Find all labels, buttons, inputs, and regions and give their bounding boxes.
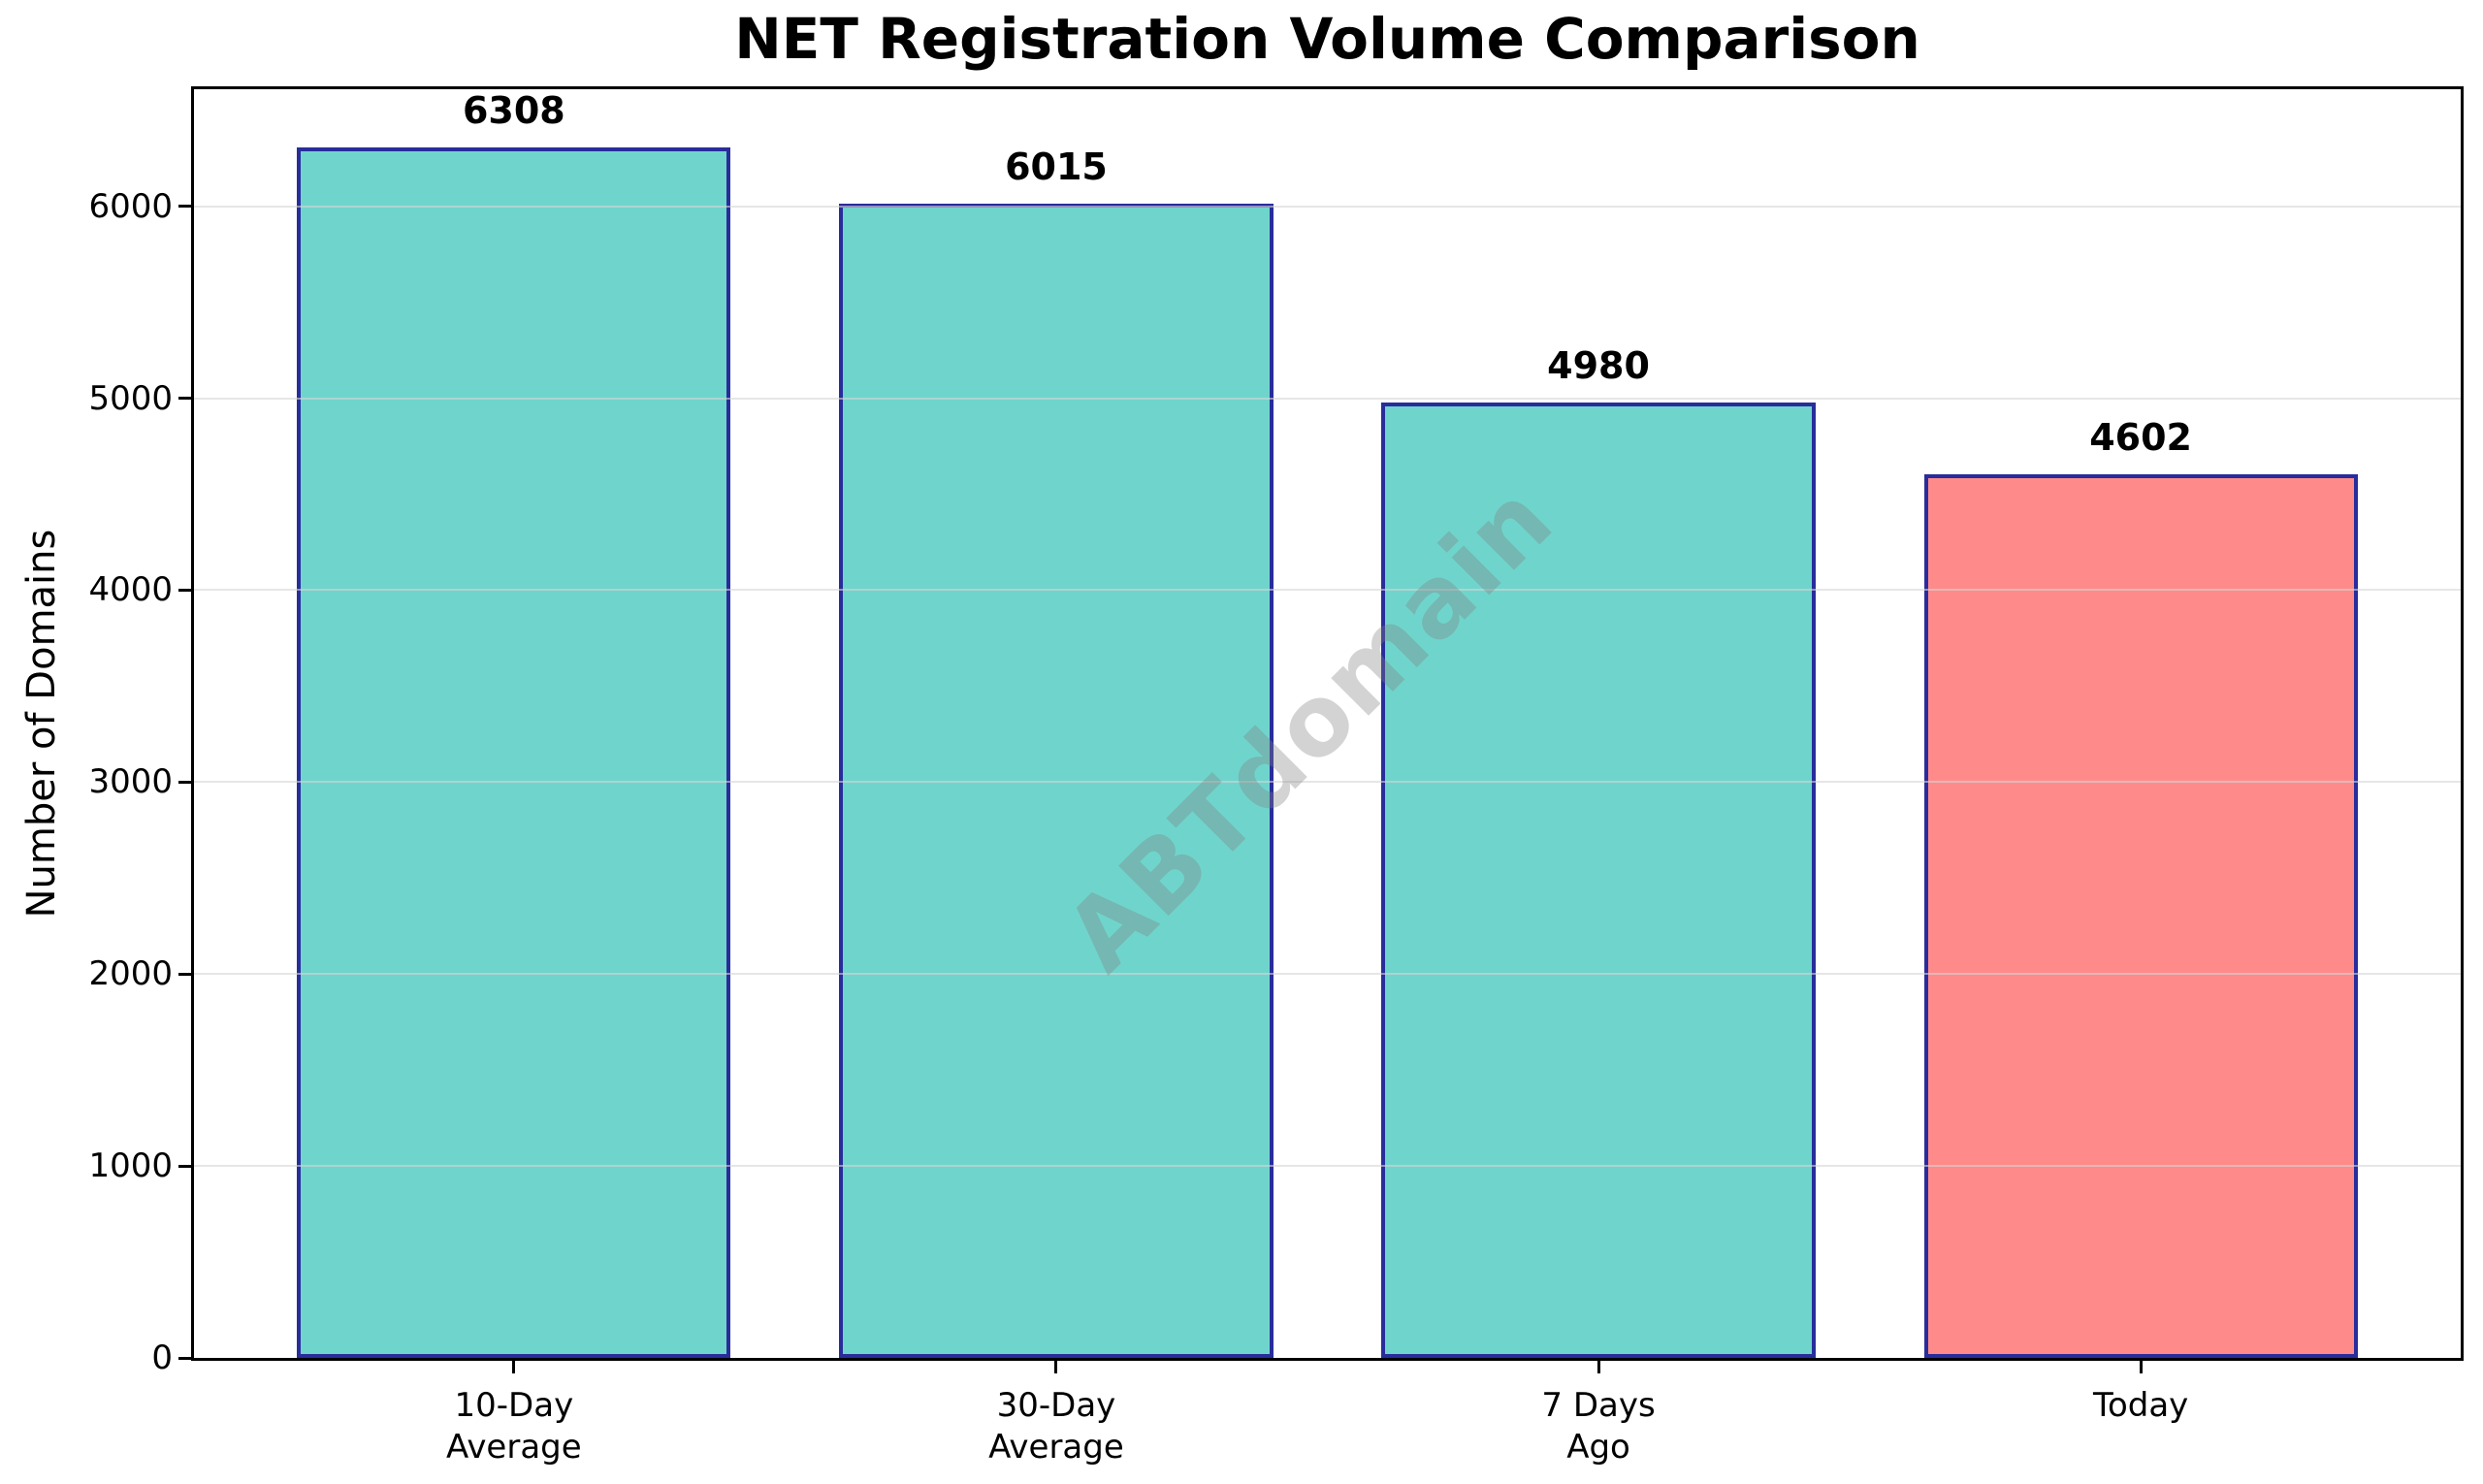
y-tick-label: 4000 xyxy=(88,570,173,610)
bar-10-day-average xyxy=(297,147,731,1358)
bar-value-label: 6308 xyxy=(462,89,565,132)
y-tick-mark xyxy=(178,588,191,592)
x-tick-mark xyxy=(2139,1361,2143,1373)
gridline-5000 xyxy=(194,397,2461,400)
y-tick-label: 5000 xyxy=(88,378,173,418)
x-tick-label: Today xyxy=(2092,1386,2189,1425)
y-tick-label: 1000 xyxy=(88,1146,173,1186)
gridline-6000 xyxy=(194,205,2461,208)
plot-area: ABTdomain 6308 6015 4980 4602 xyxy=(191,86,2464,1361)
y-tick-mark xyxy=(178,397,191,401)
bar-today xyxy=(1923,474,2358,1358)
x-tick-label: 30-Day Average xyxy=(988,1386,1124,1467)
gridline-3000 xyxy=(194,781,2461,784)
y-tick-label: 6000 xyxy=(88,186,173,226)
y-tick-mark xyxy=(178,205,191,209)
y-tick-mark xyxy=(178,972,191,976)
y-tick-label: 3000 xyxy=(88,762,173,802)
gridline-1000 xyxy=(194,1165,2461,1168)
y-tick-label: 2000 xyxy=(88,954,173,994)
x-tick-label: 7 Days Ago xyxy=(1541,1386,1656,1467)
y-tick-mark xyxy=(178,1356,191,1360)
x-tick-mark xyxy=(1596,1361,1600,1373)
bar-value-label: 4602 xyxy=(2089,416,2192,459)
chart-title: NET Registration Volume Comparison xyxy=(734,6,1920,72)
bar-value-label: 6015 xyxy=(1005,145,1108,188)
bar-value-label: 4980 xyxy=(1547,344,1650,387)
gridline-4000 xyxy=(194,589,2461,592)
x-tick-mark xyxy=(512,1361,516,1373)
bar-7-days-ago xyxy=(1381,403,1816,1358)
x-tick-label: 10-Day Average xyxy=(446,1386,582,1467)
gridline-2000 xyxy=(194,973,2461,976)
y-tick-mark xyxy=(178,780,191,784)
x-tick-mark xyxy=(1054,1361,1058,1373)
y-tick-mark xyxy=(178,1164,191,1168)
y-tick-label: 0 xyxy=(151,1339,173,1377)
